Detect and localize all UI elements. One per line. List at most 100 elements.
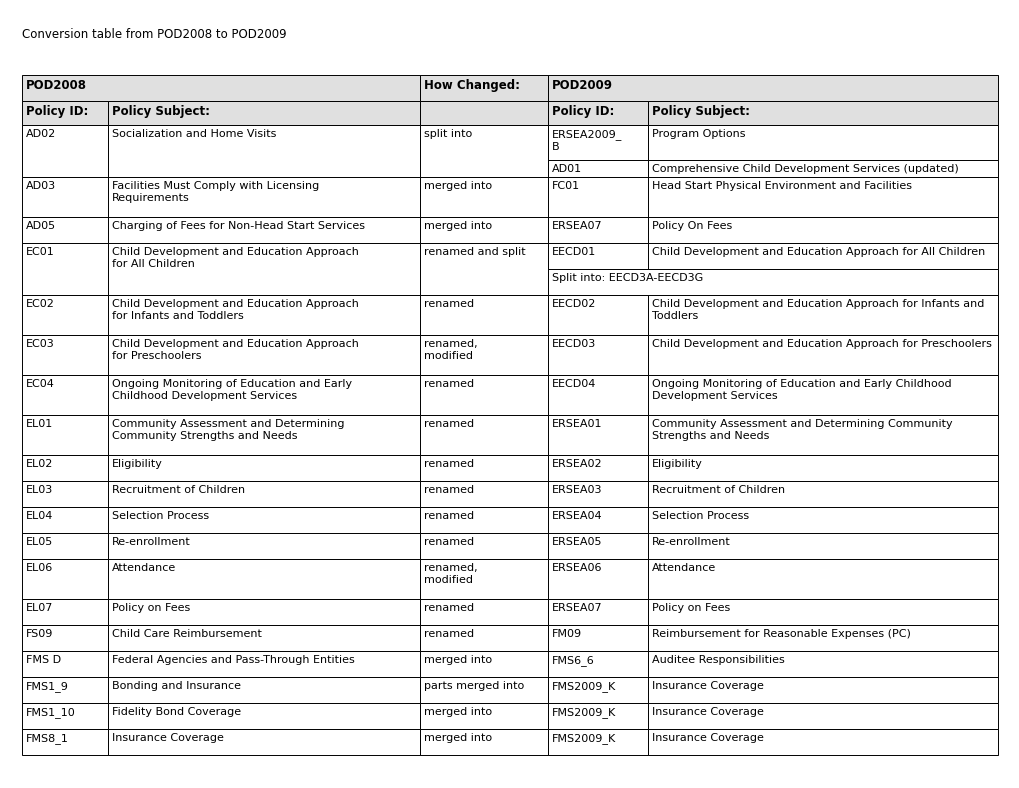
Bar — [22, 295, 108, 335]
Text: Community Assessment and Determining
Community Strengths and Needs: Community Assessment and Determining Com… — [112, 419, 344, 440]
Text: Charging of Fees for Non-Head Start Services: Charging of Fees for Non-Head Start Serv… — [112, 221, 365, 231]
Bar — [420, 559, 547, 599]
Text: renamed: renamed — [424, 299, 474, 309]
Text: Eligibility: Eligibility — [112, 459, 163, 469]
Text: renamed: renamed — [424, 419, 474, 429]
Text: Insurance Coverage: Insurance Coverage — [651, 733, 763, 743]
Text: ERSEA2009_
B: ERSEA2009_ B — [551, 129, 622, 151]
Text: FMS D: FMS D — [25, 655, 61, 665]
Text: ERSEA04: ERSEA04 — [551, 511, 602, 521]
Bar — [22, 415, 108, 455]
Bar — [420, 177, 547, 217]
Bar — [647, 455, 997, 481]
Text: renamed: renamed — [424, 485, 474, 495]
Text: Recruitment of Children: Recruitment of Children — [651, 485, 785, 495]
Bar — [547, 507, 647, 533]
Bar — [108, 295, 420, 335]
Text: FMS8_1: FMS8_1 — [25, 733, 69, 744]
Bar — [547, 455, 647, 481]
Text: POD2009: POD2009 — [551, 79, 612, 92]
Bar — [547, 533, 647, 559]
Text: ERSEA01: ERSEA01 — [551, 419, 602, 429]
Text: renamed: renamed — [424, 459, 474, 469]
Bar — [108, 533, 420, 559]
Text: Eligibility: Eligibility — [651, 459, 702, 469]
Text: Policy Subject:: Policy Subject: — [112, 105, 210, 118]
Text: Policy ID:: Policy ID: — [551, 105, 613, 118]
Bar — [420, 481, 547, 507]
Text: FS09: FS09 — [25, 629, 53, 639]
Bar — [420, 455, 547, 481]
Text: Policy On Fees: Policy On Fees — [651, 221, 732, 231]
Text: FMS2009_K: FMS2009_K — [551, 707, 615, 718]
Text: FMS2009_K: FMS2009_K — [551, 733, 615, 744]
Bar — [108, 125, 420, 177]
Text: EECD03: EECD03 — [551, 339, 596, 349]
Bar — [420, 295, 547, 335]
Bar — [547, 295, 647, 335]
Text: Child Development and Education Approach for All Children: Child Development and Education Approach… — [651, 247, 984, 257]
Bar — [22, 101, 108, 125]
Text: Insurance Coverage: Insurance Coverage — [651, 681, 763, 691]
Text: Selection Process: Selection Process — [112, 511, 209, 521]
Text: Child Development and Education Approach for Infants and
Toddlers: Child Development and Education Approach… — [651, 299, 983, 321]
Bar — [22, 533, 108, 559]
Bar — [647, 295, 997, 335]
Bar — [22, 559, 108, 599]
Bar — [647, 507, 997, 533]
Text: How Changed:: How Changed: — [424, 79, 520, 92]
Text: EECD04: EECD04 — [551, 379, 596, 389]
Bar — [108, 677, 420, 703]
Text: ERSEA05: ERSEA05 — [551, 537, 602, 547]
Text: ERSEA07: ERSEA07 — [551, 221, 602, 231]
Bar — [547, 125, 647, 160]
Bar — [420, 651, 547, 677]
Bar — [22, 375, 108, 415]
Text: Re-enrollment: Re-enrollment — [112, 537, 191, 547]
Text: ERSEA06: ERSEA06 — [551, 563, 602, 573]
Bar — [22, 217, 108, 243]
Bar — [547, 481, 647, 507]
Text: Conversion table from POD2008 to POD2009: Conversion table from POD2008 to POD2009 — [22, 28, 286, 41]
Bar — [647, 599, 997, 625]
Bar — [108, 507, 420, 533]
Text: FMS6_6: FMS6_6 — [551, 655, 594, 666]
Bar — [22, 729, 108, 755]
Text: Child Development and Education Approach
for Infants and Toddlers: Child Development and Education Approach… — [112, 299, 359, 321]
Text: POD2008: POD2008 — [25, 79, 87, 92]
Text: EL02: EL02 — [25, 459, 53, 469]
Bar — [420, 125, 547, 177]
Text: Child Development and Education Approach for Preschoolers: Child Development and Education Approach… — [651, 339, 990, 349]
Bar — [108, 177, 420, 217]
Bar — [647, 703, 997, 729]
Bar — [547, 677, 647, 703]
Bar — [547, 335, 647, 375]
Text: Child Care Reimbursement: Child Care Reimbursement — [112, 629, 262, 639]
Bar — [647, 375, 997, 415]
Bar — [547, 243, 647, 269]
Text: Fidelity Bond Coverage: Fidelity Bond Coverage — [112, 707, 240, 717]
Text: Comprehensive Child Development Services (updated): Comprehensive Child Development Services… — [651, 164, 958, 174]
Text: EECD01: EECD01 — [551, 247, 596, 257]
Text: FMS2009_K: FMS2009_K — [551, 681, 615, 692]
Text: AD03: AD03 — [25, 181, 56, 191]
Text: Ongoing Monitoring of Education and Early
Childhood Development Services: Ongoing Monitoring of Education and Earl… — [112, 379, 352, 400]
Bar — [22, 651, 108, 677]
Bar — [420, 101, 547, 125]
Bar — [22, 243, 108, 295]
Bar — [547, 599, 647, 625]
Text: renamed: renamed — [424, 379, 474, 389]
Bar — [647, 217, 997, 243]
Bar — [108, 335, 420, 375]
Text: Insurance Coverage: Insurance Coverage — [651, 707, 763, 717]
Bar — [420, 217, 547, 243]
Bar — [647, 625, 997, 651]
Bar — [647, 177, 997, 217]
Text: merged into: merged into — [424, 707, 491, 717]
Bar — [420, 75, 547, 101]
Bar — [547, 625, 647, 651]
Text: EC03: EC03 — [25, 339, 55, 349]
Bar — [647, 533, 997, 559]
Text: renamed: renamed — [424, 629, 474, 639]
Bar — [22, 125, 108, 177]
